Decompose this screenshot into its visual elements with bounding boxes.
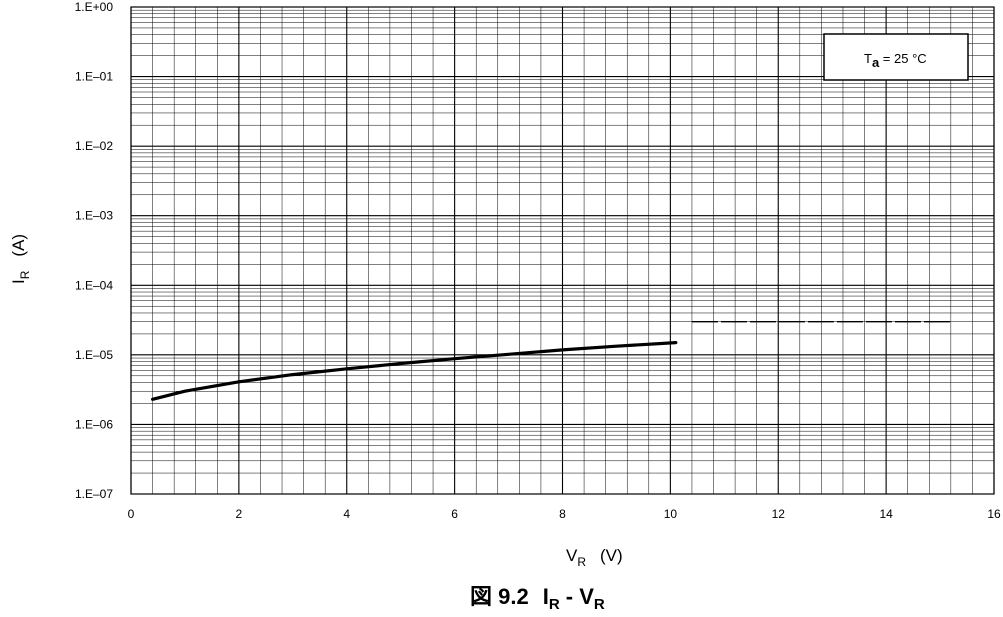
y-tick-label: 1.E–02 (75, 139, 113, 153)
x-axis-subscript: R (577, 555, 586, 569)
x-tick-label: 6 (451, 507, 458, 521)
x-axis-unit: (V) (600, 546, 623, 565)
svg-text:IR(A): IR (A) (9, 234, 32, 284)
annotation-value: = 25 °C (879, 51, 926, 66)
y-tick-label: 1.E–06 (75, 417, 113, 431)
y-axis-symbol: I (9, 279, 28, 284)
x-tick-label: 0 (128, 507, 135, 521)
x-axis-symbol: V (566, 546, 578, 565)
y-axis-subscript: R (18, 270, 32, 279)
caption-subscript-1: R (549, 596, 560, 613)
y-tick-label: 1.E–01 (75, 70, 113, 84)
x-tick-label: 2 (236, 507, 243, 521)
y-tick-labels: 1.E+00 1.E–01 1.E–02 1.E–03 1.E–04 1.E–05 1.E–… (75, 0, 114, 501)
x-tick-label: 16 (987, 507, 1001, 521)
x-tick-label: 14 (879, 507, 893, 521)
caption-figure-number: 図 9.2 (470, 584, 529, 609)
y-axis-unit: (A) (9, 234, 28, 257)
annotation-symbol: T (864, 51, 872, 66)
x-tick-label: 4 (343, 507, 350, 521)
figure-caption: 図 9.2 IR - VR (470, 584, 605, 613)
caption-symbol-2: V (579, 584, 594, 609)
y-tick-label: 1.E–05 (75, 348, 113, 362)
x-tick-label: 12 (772, 507, 786, 521)
x-tick-label: 10 (664, 507, 678, 521)
caption-symbol-1: I (543, 584, 549, 609)
annotation-subscript: a (872, 55, 880, 70)
annotation-text: Ta = 25 °C (864, 51, 927, 70)
y-tick-label: 1.E–07 (75, 487, 113, 501)
temperature-annotation: Ta = 25 °C (823, 33, 969, 81)
x-tick-labels: 0 2 4 6 8 10 12 14 16 (128, 507, 1001, 521)
x-tick-label: 8 (559, 507, 566, 521)
series-layer (151, 320, 951, 401)
y-tick-label: 1.E+00 (75, 0, 114, 14)
y-tick-label: 1.E–03 (75, 209, 113, 223)
y-tick-label: 1.E–04 (75, 278, 113, 292)
plot-frame (130, 6, 995, 495)
caption-separator: - (560, 584, 580, 609)
x-axis-label: VR (V) (566, 546, 623, 569)
annotation-box (823, 33, 969, 81)
y-axis-label: IR (A) (9, 234, 32, 284)
reverse-current-curve (151, 341, 678, 401)
caption-subscript-2: R (594, 596, 605, 613)
